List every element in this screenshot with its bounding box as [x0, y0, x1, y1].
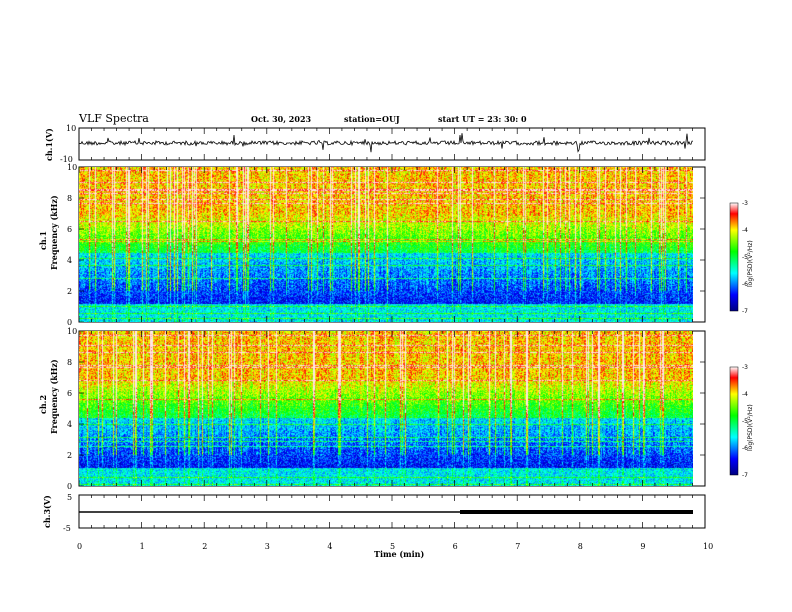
cb2-tick-7: -7 [742, 472, 748, 479]
x-axis-tick-labels: 0 1 2 3 4 5 6 7 8 9 10 [77, 542, 713, 551]
ch1-spec-ylabel-channel: ch.1 [38, 231, 48, 250]
cb1-tick-6: -6 [742, 281, 748, 288]
x-tick-label: 6 [453, 542, 458, 551]
ch2-spec-ylabel-channel: ch.2 [38, 395, 48, 414]
cb1-tick-3: -3 [742, 200, 748, 207]
figure-title: VLF Spectra [78, 112, 149, 125]
ch3-ytick-top: 5 [67, 493, 72, 502]
ch1-ylabel: ch.1(V) [44, 128, 54, 161]
cb1-label: log(PSD)(V²/Hz) [747, 240, 754, 287]
x-axis-ticks [78, 128, 706, 528]
ch2-spec-ytick-label: 8 [67, 358, 72, 367]
ch1-spectrogram-panel: 0 2 4 6 8 10 ch.1 Frequency (kHz) -3 -4 -5 -6… [38, 163, 754, 327]
cb1-tick-4: -4 [742, 227, 748, 234]
cb1-tick-5: -5 [742, 254, 748, 261]
ch1-spec-ytick-label: 4 [67, 256, 72, 265]
date-label: Oct. 30, 2023 [251, 114, 312, 124]
ch2-spectrogram-heatmap [79, 331, 693, 486]
cb2-tick-6: -6 [742, 445, 748, 452]
ch1-waveform-panel: 10 -10 ch.1(V) [44, 124, 706, 164]
ch3-ytick-bottom: -5 [63, 524, 71, 533]
cb2-tick-3: -3 [742, 364, 748, 371]
ch1-waveform-trace [78, 133, 693, 153]
ch1-ytick-top: 10 [66, 124, 76, 133]
ch2-spec-ytick-label: 10 [67, 327, 77, 336]
ch2-spec-ytick-label: 0 [67, 482, 72, 491]
x-tick-label: 3 [265, 542, 270, 551]
ch1-ytick-bottom: -10 [60, 155, 73, 164]
ch2-spec-ytick-label: 6 [67, 389, 72, 398]
cb2-tick-4: -4 [742, 391, 748, 398]
x-tick-label: 5 [390, 542, 395, 551]
ch1-spec-ytick-label: 0 [67, 318, 72, 327]
cb2-tick-5: -5 [742, 418, 748, 425]
cb1-tick-7: -7 [742, 308, 748, 315]
ch2-spec-ylabel-freq: Frequency (kHz) [49, 359, 59, 434]
ch1-spec-ytick-label: 2 [67, 287, 72, 296]
ch3-ylabel: ch.3(V) [42, 495, 52, 528]
x-tick-label: 9 [640, 542, 645, 551]
x-axis-label: Time (min) [374, 549, 424, 559]
ch2-spec-ytick-label: 2 [67, 451, 72, 460]
x-tick-label: 7 [515, 542, 520, 551]
start-time-label: start UT = 23: 30: 0 [438, 114, 527, 124]
ch2-spec-ytick-label: 4 [67, 420, 72, 429]
ch1-colorbar: -3 -4 -5 -6 -7 log(PSD)(V²/Hz) [729, 200, 754, 315]
ch2-colorbar: -3 -4 -5 -6 -7 log(PSD)(V²/Hz) [729, 364, 754, 479]
station-label: station=OUJ [344, 114, 400, 124]
ch1-spec-ytick-label: 8 [67, 194, 72, 203]
ch1-spec-ytick-label: 10 [67, 163, 77, 172]
ch1-spec-ytick-label: 6 [67, 225, 72, 234]
x-tick-label: 4 [327, 542, 332, 551]
x-tick-label: 10 [703, 542, 713, 551]
x-tick-label: 8 [578, 542, 583, 551]
x-tick-label: 2 [202, 542, 207, 551]
x-tick-label: 1 [140, 542, 145, 551]
ch1-spectrogram-heatmap [79, 167, 693, 322]
x-tick-label: 0 [77, 542, 82, 551]
cb2-label: log(PSD)(V²/Hz) [747, 404, 754, 451]
ch2-spectrogram-panel: 0 2 4 6 8 10 ch.2 Frequency (kHz) -3 -4 -5 -6… [38, 327, 754, 491]
ch1-spec-ylabel-freq: Frequency (kHz) [49, 195, 59, 270]
